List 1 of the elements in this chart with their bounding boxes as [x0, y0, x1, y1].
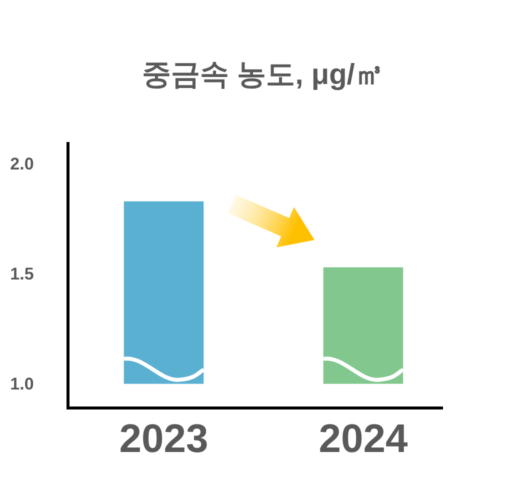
title: 중금속 농도, μg/㎥ [142, 59, 384, 91]
